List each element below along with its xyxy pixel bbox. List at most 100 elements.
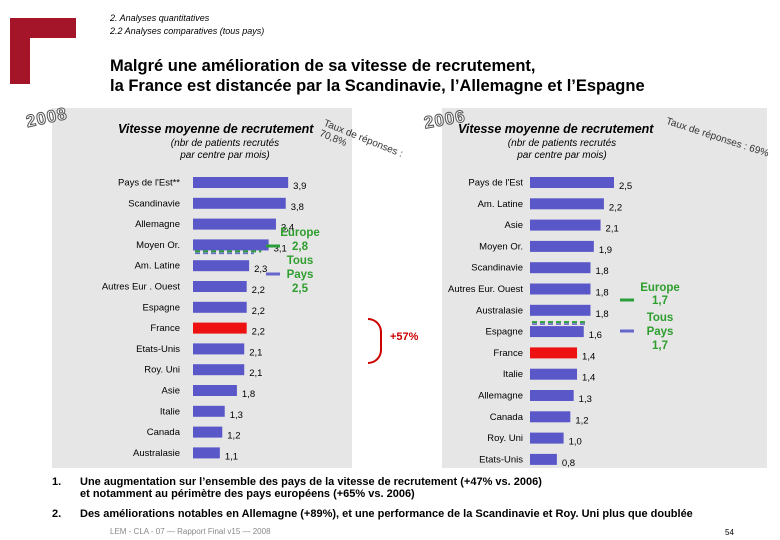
category-label: Pays de l'Est bbox=[468, 178, 523, 189]
category-label: Australasie bbox=[476, 305, 523, 316]
reference-legend-label: 2,8 bbox=[292, 241, 309, 253]
bar-0-0 bbox=[193, 177, 289, 188]
value-label: 1,3 bbox=[230, 410, 243, 421]
page-number: 54 bbox=[725, 528, 734, 537]
note-line: Une augmentation sur l’ensemble des pays… bbox=[80, 476, 542, 488]
value-label: 1,4 bbox=[582, 373, 595, 384]
bar-1-7 bbox=[530, 326, 584, 338]
category-label: Italie bbox=[160, 406, 180, 417]
bar-1-10 bbox=[530, 390, 574, 401]
chart-subtitle-line: (nbr de patients recrutés bbox=[170, 138, 280, 149]
value-label: 1,8 bbox=[595, 288, 608, 299]
bar-0-1 bbox=[193, 197, 286, 209]
value-label: 2,5 bbox=[619, 181, 632, 192]
value-label: 2,1 bbox=[249, 368, 262, 379]
category-label: Canada bbox=[490, 412, 524, 423]
value-label: 2,3 bbox=[254, 264, 267, 275]
bar-1-11 bbox=[530, 411, 571, 423]
bar-0-6 bbox=[193, 301, 247, 313]
reference-legend-label: Europe bbox=[280, 227, 320, 239]
category-label: France bbox=[493, 348, 523, 359]
chart-panel-2006 bbox=[442, 108, 767, 468]
category-label: Moyen Or. bbox=[479, 241, 523, 252]
value-label: 2,1 bbox=[606, 224, 619, 235]
reference-legend-label: Pays bbox=[647, 326, 674, 338]
category-label: Moyen Or. bbox=[136, 240, 180, 251]
category-label: Espagne bbox=[485, 327, 523, 338]
bar-1-13 bbox=[530, 453, 557, 465]
category-label: Asie bbox=[162, 386, 180, 397]
bar-1-9 bbox=[530, 368, 578, 380]
category-label: France bbox=[150, 323, 180, 334]
reference-legend-label: Pays bbox=[287, 269, 314, 281]
bar-1-12 bbox=[530, 432, 564, 444]
bar-0-5 bbox=[193, 281, 247, 292]
value-label: 1,1 bbox=[225, 451, 238, 462]
chart-subtitle-line: par centre par mois) bbox=[180, 150, 270, 161]
value-label: 1,8 bbox=[595, 266, 608, 277]
bar-0-12 bbox=[193, 426, 223, 438]
bar-1-2 bbox=[530, 219, 601, 231]
category-label: Australasie bbox=[133, 448, 180, 459]
chart-subtitle-line: par centre par mois) bbox=[517, 150, 607, 161]
bar-1-4 bbox=[530, 262, 591, 274]
bar-0-9 bbox=[193, 364, 245, 376]
bar-0-2 bbox=[193, 218, 276, 230]
page-title-line-2: la France est distancée par la Scandinav… bbox=[110, 77, 645, 95]
note-number-1: 1. bbox=[52, 476, 62, 488]
note-2: Des améliorations notables en Allemagne … bbox=[80, 508, 693, 520]
bar-0-7 bbox=[193, 322, 247, 334]
category-label: Canada bbox=[147, 427, 181, 438]
bar-1-5 bbox=[530, 283, 591, 295]
value-label: 2,2 bbox=[252, 285, 265, 296]
category-label: Roy. Uni bbox=[487, 433, 523, 444]
category-label: Am. Latine bbox=[135, 261, 180, 272]
footer: LEM - CLA - 07 — Rapport Final v15 — 200… bbox=[110, 527, 271, 536]
value-label: 2,2 bbox=[252, 327, 265, 338]
reference-legend-label: Tous bbox=[647, 312, 674, 324]
bar-1-1 bbox=[530, 198, 604, 210]
chart-subtitle-line: (nbr de patients recrutés bbox=[507, 138, 617, 149]
value-label: 2,2 bbox=[252, 306, 265, 317]
bar-0-10 bbox=[193, 385, 237, 396]
chart-title-2008: Vitesse moyenne de recrutement bbox=[118, 122, 314, 136]
value-label: 1,3 bbox=[579, 394, 592, 405]
category-label: Scandinavie bbox=[471, 263, 523, 274]
value-label: 1,0 bbox=[569, 437, 582, 448]
value-label: 1,2 bbox=[227, 431, 240, 442]
category-label: Roy. Uni bbox=[144, 365, 180, 376]
value-label: 3,4 bbox=[281, 223, 294, 234]
chart-subtitle-2006: (nbr de patients recrutés par centre par… bbox=[487, 138, 637, 162]
category-label: Autres Eur. Ouest bbox=[448, 284, 523, 295]
breadcrumb-subsection: 2.2 Analyses comparatives (tous pays) bbox=[110, 26, 265, 36]
company-logo bbox=[10, 18, 76, 84]
value-label: 1,8 bbox=[595, 309, 608, 320]
category-label: Autres Eur . Ouest bbox=[102, 282, 181, 293]
value-label: 1,2 bbox=[575, 415, 588, 426]
bar-1-0 bbox=[530, 177, 614, 188]
category-label: Espagne bbox=[142, 302, 180, 313]
breadcrumb: 2. Analyses quantitatives 2.2 Analyses c… bbox=[110, 12, 264, 38]
bar-0-8 bbox=[193, 343, 245, 355]
category-label: Allemagne bbox=[478, 391, 523, 402]
value-label: 1,9 bbox=[599, 245, 612, 256]
reference-legend-label: Tous bbox=[287, 255, 314, 267]
reference-legend-label: Europe bbox=[640, 282, 680, 294]
category-label: Allemagne bbox=[135, 219, 180, 230]
bar-0-3 bbox=[193, 239, 269, 251]
bar-0-13 bbox=[193, 447, 220, 459]
note-line: et notamment au périmètre des pays europ… bbox=[80, 488, 415, 500]
page-title-line-1: Malgré une amélioration de sa vitesse de… bbox=[110, 57, 536, 75]
bar-1-3 bbox=[530, 240, 594, 252]
reference-legend-label: 1,7 bbox=[652, 295, 668, 307]
category-label: Italie bbox=[503, 369, 523, 380]
category-label: Pays de l'Est** bbox=[118, 178, 180, 189]
page-title: Malgré une amélioration de sa vitesse de… bbox=[110, 56, 645, 96]
value-label: 2,2 bbox=[609, 202, 622, 213]
category-label: Asie bbox=[505, 220, 523, 231]
value-label: 0,8 bbox=[562, 458, 575, 469]
note-1: Une augmentation sur l’ensemble des pays… bbox=[80, 476, 542, 500]
value-label: 1,8 bbox=[242, 389, 255, 400]
category-label: Am. Latine bbox=[478, 199, 523, 210]
